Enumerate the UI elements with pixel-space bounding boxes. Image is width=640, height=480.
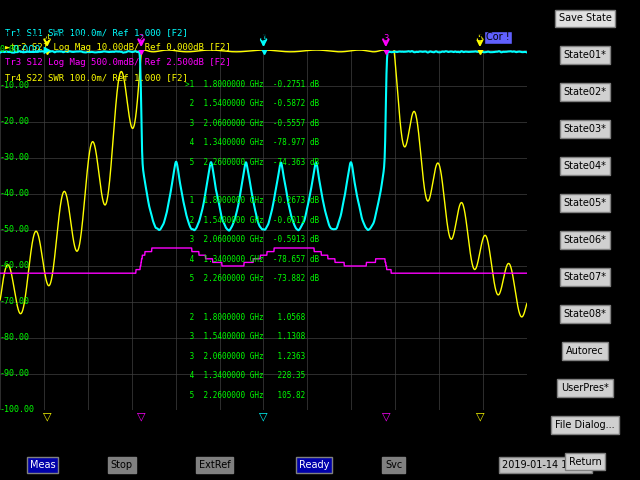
Text: 5: 5 [477, 34, 483, 43]
Text: Tr4 S22 SWR 100.0m/ Ref 1.000 [F2]: Tr4 S22 SWR 100.0m/ Ref 1.000 [F2] [5, 73, 188, 82]
Text: 3  2.0600000 GHz  -0.5913 dB: 3 2.0600000 GHz -0.5913 dB [185, 235, 319, 244]
Text: IFBW 1 kHz: IFBW 1 kHz [211, 33, 266, 43]
Text: ►tr2 S21 Log Mag 10.00dB/ Ref 0.000dB [F2]: ►tr2 S21 Log Mag 10.00dB/ Ref 0.000dB [F… [5, 43, 231, 52]
Text: ExtRef: ExtRef [199, 460, 230, 470]
Text: 5  2.2600000 GHz  -74.363 dB: 5 2.2600000 GHz -74.363 dB [185, 157, 319, 167]
Text: -90.00: -90.00 [0, 370, 30, 379]
Text: >1  1.8000000 GHz  -0.2751 dB: >1 1.8000000 GHz -0.2751 dB [185, 80, 319, 89]
Text: 1  Start 1.24 GHz: 1 Start 1.24 GHz [5, 33, 89, 43]
Text: Ready: Ready [299, 460, 329, 470]
Text: 2  1.5400000 GHz  -0.5872 dB: 2 1.5400000 GHz -0.5872 dB [185, 99, 319, 108]
Text: State03*: State03* [564, 124, 607, 134]
Text: -20.00: -20.00 [0, 118, 30, 127]
Text: ▽: ▽ [43, 411, 51, 421]
Text: State07*: State07* [563, 272, 607, 282]
Text: Svc: Svc [385, 460, 402, 470]
Text: 3: 3 [383, 34, 388, 43]
Text: 2  1.8000000 GHz   1.0568: 2 1.8000000 GHz 1.0568 [185, 313, 305, 322]
Text: -100.00: -100.00 [0, 406, 35, 415]
Text: Return: Return [568, 456, 602, 467]
Text: State06*: State06* [564, 235, 607, 245]
Text: ▽: ▽ [476, 411, 484, 421]
Text: Tr1 S11 SWR 100.0m/ Ref 1.000 [F2]: Tr1 S11 SWR 100.0m/ Ref 1.000 [F2] [5, 28, 188, 37]
Text: -30.00: -30.00 [0, 154, 30, 163]
Text: Stop 2.36 GHz: Stop 2.36 GHz [413, 33, 483, 43]
Text: 1: 1 [261, 34, 266, 43]
Text: Save State: Save State [559, 13, 611, 24]
Text: ▽: ▽ [259, 411, 268, 421]
Text: 3  2.0600000 GHz   1.2363: 3 2.0600000 GHz 1.2363 [185, 352, 305, 361]
Text: ▽: ▽ [381, 411, 390, 421]
Text: 5  2.2600000 GHz   105.82: 5 2.2600000 GHz 105.82 [185, 391, 305, 399]
Text: 2: 2 [138, 34, 144, 43]
Text: File Dialog...: File Dialog... [555, 420, 615, 430]
Text: 4  1.3400000 GHz  -78.977 dB: 4 1.3400000 GHz -78.977 dB [185, 138, 319, 147]
Text: 1 Active Ch/Trace   2 Response   3 Stimulus   4 Mkr/Analysis   5 Instr State: 1 Active Ch/Trace 2 Response 3 Stimulus … [5, 8, 367, 17]
Text: State04*: State04* [564, 161, 607, 171]
Text: State02*: State02* [563, 87, 607, 97]
Text: State05*: State05* [563, 198, 607, 208]
Text: 3  1.5400000 GHz   1.1308: 3 1.5400000 GHz 1.1308 [185, 332, 305, 341]
Text: 0.000 ▶: 0.000 ▶ [13, 45, 51, 55]
Text: 4  1.3400000 GHz  -78.657 dB: 4 1.3400000 GHz -78.657 dB [185, 255, 319, 264]
Text: 1  1.8000000 GHz  -0.2673 dB: 1 1.8000000 GHz -0.2673 dB [185, 196, 319, 205]
Text: Stop: Stop [111, 460, 133, 470]
Text: State01*: State01* [564, 50, 607, 60]
Text: Autorec: Autorec [566, 346, 604, 356]
Text: 4: 4 [44, 34, 50, 43]
Text: 2  1.5400000 GHz  -0.6011 dB: 2 1.5400000 GHz -0.6011 dB [185, 216, 319, 225]
Text: 3  2.0600000 GHz  -0.5557 dB: 3 2.0600000 GHz -0.5557 dB [185, 119, 319, 128]
Text: -70.00: -70.00 [0, 298, 30, 307]
Text: State08*: State08* [564, 309, 607, 319]
Text: 4  1.3400000 GHz   228.35: 4 1.3400000 GHz 228.35 [185, 371, 305, 380]
Text: 5  2.2600000 GHz  -73.882 dB: 5 2.2600000 GHz -73.882 dB [185, 274, 319, 283]
Text: 2019-01-14 11:44: 2019-01-14 11:44 [502, 460, 589, 470]
Text: UserPres*: UserPres* [561, 383, 609, 393]
Text: -10.00: -10.00 [0, 82, 30, 91]
Text: -60.00: -60.00 [0, 262, 30, 271]
Text: Tr3 S12 Log Mag 500.0mdB/ Ref 2.500dB [F2]: Tr3 S12 Log Mag 500.0mdB/ Ref 2.500dB [F… [5, 58, 231, 67]
Text: -50.00: -50.00 [0, 226, 30, 235]
Text: ▽: ▽ [137, 411, 145, 421]
Text: -80.00: -80.00 [0, 334, 30, 343]
Text: Meas: Meas [29, 460, 55, 470]
Text: 0.00: 0.00 [0, 46, 20, 55]
Text: Cor !: Cor ! [486, 33, 510, 43]
Text: -40.00: -40.00 [0, 190, 30, 199]
